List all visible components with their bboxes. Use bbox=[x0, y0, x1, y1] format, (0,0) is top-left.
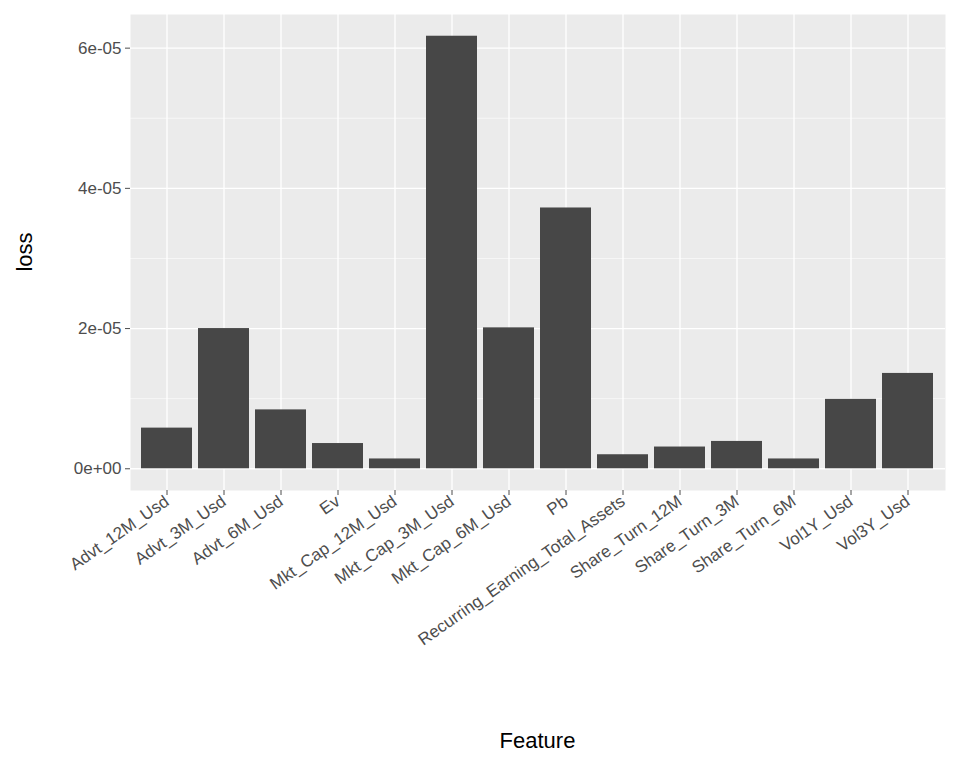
svg-text:loss: loss bbox=[12, 232, 37, 271]
svg-text:Vol3Y_Usd: Vol3Y_Usd bbox=[834, 492, 914, 556]
svg-text:Share_Turn_3M: Share_Turn_3M bbox=[631, 491, 743, 578]
svg-text:Advt_3M_Usd: Advt_3M_Usd bbox=[131, 491, 230, 569]
svg-text:Feature: Feature bbox=[500, 728, 576, 753]
svg-text:Share_Turn_6M: Share_Turn_6M bbox=[688, 491, 800, 578]
svg-text:Recurring_Earning_Total_Assets: Recurring_Earning_Total_Assets bbox=[415, 492, 629, 650]
svg-text:2e-05: 2e-05 bbox=[78, 319, 121, 338]
svg-text:6e-05: 6e-05 bbox=[78, 39, 121, 58]
svg-text:0e+00: 0e+00 bbox=[74, 459, 122, 478]
svg-text:Mkt_Cap_6M_Usd: Mkt_Cap_6M_Usd bbox=[388, 492, 514, 588]
svg-text:Advt_12M_Usd: Advt_12M_Usd bbox=[66, 492, 172, 574]
svg-text:Share_Turn_12M: Share_Turn_12M bbox=[566, 491, 686, 583]
svg-text:Vol1Y_Usd: Vol1Y_Usd bbox=[776, 491, 857, 556]
svg-text:Mkt_Cap_3M_Usd: Mkt_Cap_3M_Usd bbox=[331, 491, 458, 588]
svg-text:Mkt_Cap_12M_Usd: Mkt_Cap_12M_Usd bbox=[266, 491, 401, 594]
svg-text:Ev: Ev bbox=[316, 491, 344, 518]
svg-text:Advt_6M_Usd: Advt_6M_Usd bbox=[188, 492, 286, 569]
svg-text:Pb: Pb bbox=[543, 492, 571, 519]
svg-text:4e-05: 4e-05 bbox=[78, 179, 121, 198]
